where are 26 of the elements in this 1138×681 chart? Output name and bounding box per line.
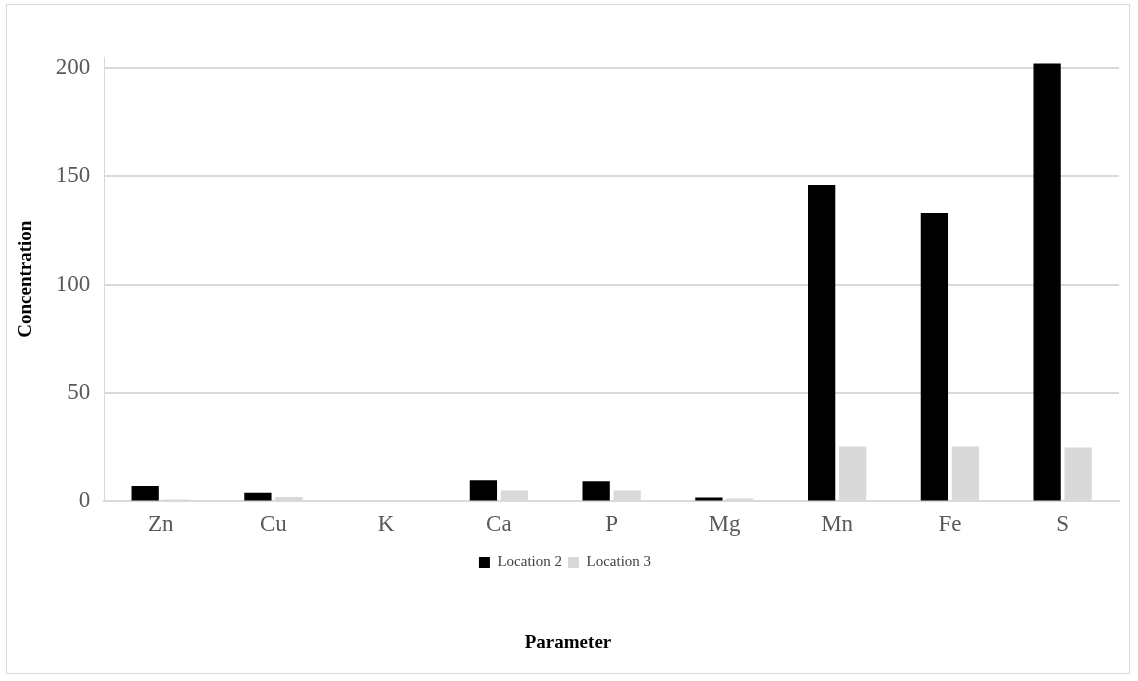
bar bbox=[807, 184, 836, 501]
legend-label: Location 3 bbox=[586, 553, 652, 570]
x-tick-label: Zn bbox=[147, 511, 174, 537]
bar bbox=[695, 497, 723, 501]
x-tick-label: Mg bbox=[708, 511, 741, 537]
x-tick-label: Ca bbox=[486, 511, 512, 537]
x-axis-title: Parameter bbox=[523, 631, 613, 653]
y-tick-label: 0 bbox=[78, 487, 91, 513]
y-tick-label: 100 bbox=[55, 270, 91, 296]
x-tick-label: Cu bbox=[259, 511, 288, 537]
x-tick-label: K bbox=[377, 511, 395, 537]
bar bbox=[920, 213, 949, 501]
bar bbox=[244, 492, 272, 501]
legend-label: Location 2 bbox=[497, 553, 563, 570]
y-tick-label: 200 bbox=[55, 53, 91, 79]
x-tick-label: P bbox=[605, 511, 619, 537]
y-tick-label: 50 bbox=[67, 379, 91, 405]
bar bbox=[469, 480, 498, 501]
bar bbox=[582, 481, 610, 501]
y-axis-title: Concentration bbox=[14, 220, 36, 338]
bar bbox=[1033, 63, 1061, 501]
x-tick-label: Fe bbox=[938, 511, 962, 537]
x-tick-label: Mn bbox=[821, 511, 854, 537]
bar bbox=[131, 486, 159, 501]
y-tick-label: 150 bbox=[55, 162, 91, 188]
x-tick-label: S bbox=[1056, 511, 1070, 537]
